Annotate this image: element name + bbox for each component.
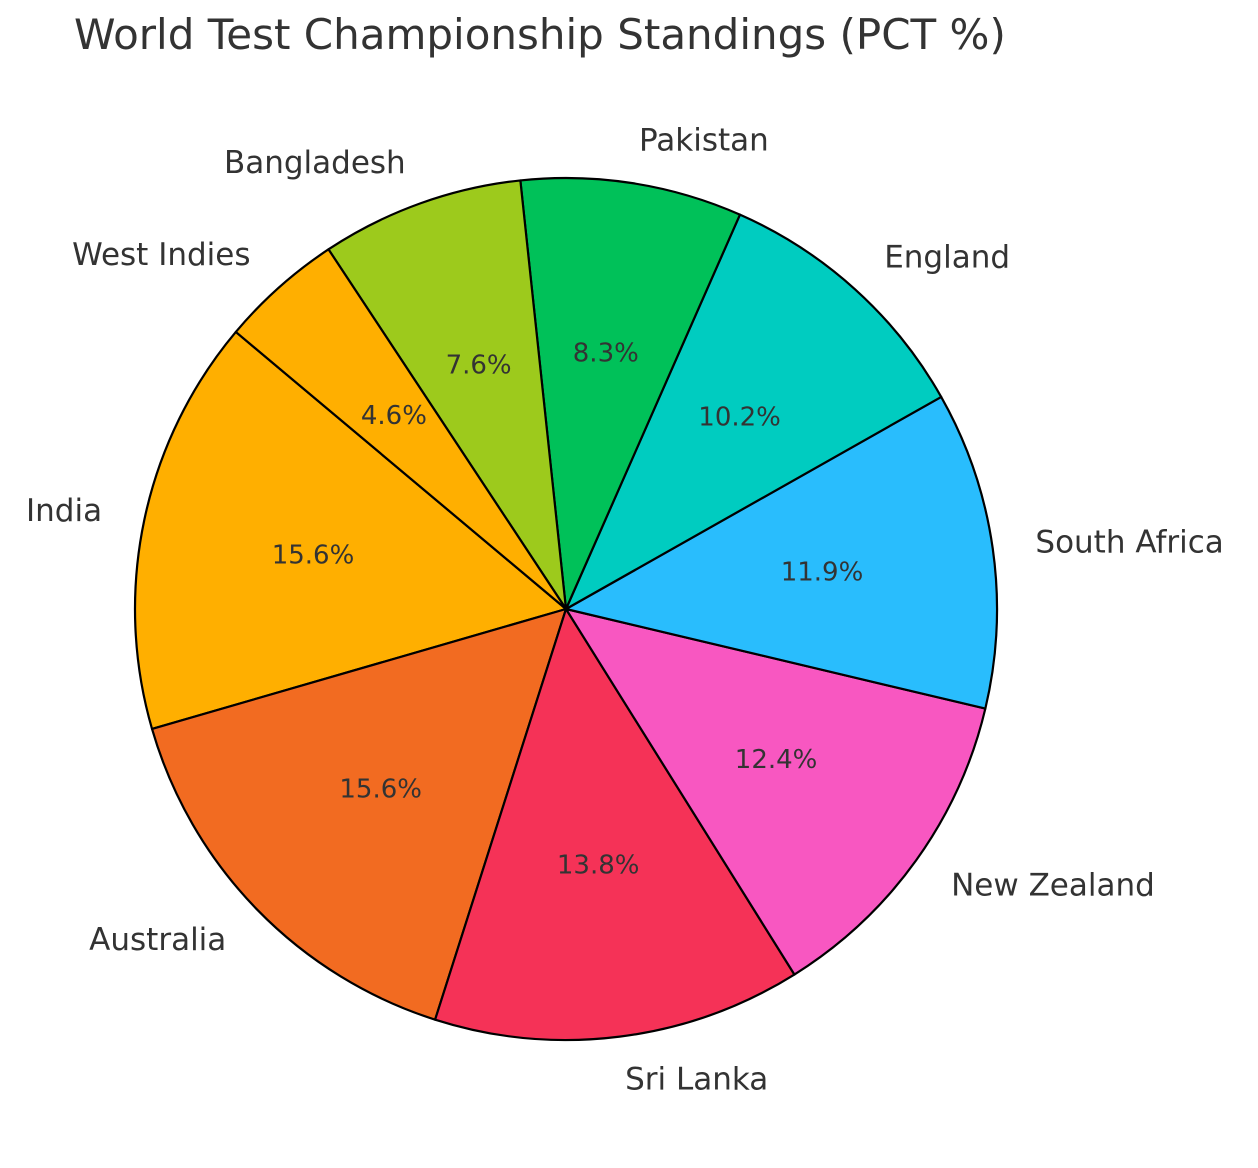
percent-label-england: 10.2%	[698, 402, 781, 432]
category-label-india: India	[26, 493, 102, 529]
pie-slice-south-africa	[564, 395, 999, 710]
category-label-australia: Australia	[89, 922, 226, 958]
pie-slices	[133, 176, 999, 1042]
category-label-england: England	[884, 240, 1010, 276]
pie-slice-india	[133, 330, 568, 731]
category-label-sri-lanka: Sri Lanka	[625, 1061, 768, 1097]
percent-label-new-zealand: 12.4%	[735, 745, 818, 775]
category-label-new-zealand: New Zealand	[951, 868, 1155, 904]
category-label-bangladesh: Bangladesh	[224, 145, 406, 181]
pie-slice-australia	[150, 607, 568, 1021]
chart-title: World Test Championship Standings (PCT %…	[74, 10, 1006, 59]
category-label-pakistan: Pakistan	[639, 123, 769, 159]
category-label-south-africa: South Africa	[1035, 525, 1223, 561]
pie-slice-bangladesh	[327, 179, 568, 611]
percent-label-sri-lanka: 13.8%	[557, 851, 640, 881]
percent-label-bangladesh: 7.6%	[446, 351, 512, 381]
category-labels: India Australia Sri Lanka New Zealand South …	[26, 123, 1224, 1098]
category-label-west-indies: West Indies	[72, 237, 250, 273]
percentage-labels: 15.6% 15.6% 13.8% 12.4% 11.9% 10.2% 8.3% 7.6% 4.…	[272, 339, 864, 881]
pie-slice-new-zealand	[564, 607, 987, 976]
percent-label-australia: 15.6%	[339, 774, 422, 804]
percent-label-west-indies: 4.6%	[361, 401, 427, 431]
percent-label-pakistan: 8.3%	[573, 339, 639, 369]
pie-slice-pakistan	[519, 176, 742, 611]
pie-slice-sri-lanka	[434, 607, 796, 1042]
percent-label-south-africa: 11.9%	[781, 558, 864, 588]
pie-slice-england	[564, 213, 943, 611]
pie-slice-west-indies	[234, 248, 568, 611]
percent-label-india: 15.6%	[272, 541, 355, 571]
